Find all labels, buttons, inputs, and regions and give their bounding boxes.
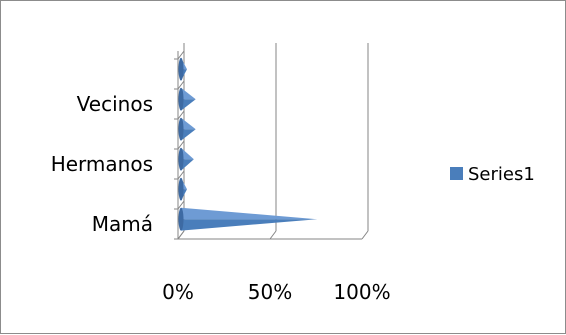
bar-layer bbox=[178, 57, 318, 231]
bar-cone-bottom bbox=[181, 129, 196, 141]
bar-cone-base bbox=[178, 57, 184, 81]
y-axis-depth-tick bbox=[177, 110, 185, 120]
grid-layer bbox=[177, 43, 369, 240]
y-tick-label: Hermanos bbox=[51, 152, 153, 176]
y-axis-depth-tick bbox=[177, 140, 185, 150]
y-axis-depth-tick bbox=[177, 230, 185, 240]
bar-cone bbox=[178, 57, 187, 81]
bar-cone-base bbox=[178, 87, 184, 111]
bar-cone-top bbox=[181, 87, 196, 100]
legend-label: Series1 bbox=[468, 164, 535, 185]
y-axis-depth-tick bbox=[177, 80, 185, 90]
y-tick-label: Vecinos bbox=[77, 92, 153, 116]
legend: Series1 bbox=[450, 164, 535, 185]
y-tick-label: Mamá bbox=[92, 212, 153, 236]
bar-cone bbox=[178, 147, 194, 171]
bar-cone-bottom bbox=[181, 99, 196, 111]
x-tick-label: 50% bbox=[248, 280, 292, 304]
label-layer: Mamá Hermanos Vecinos 0% 50% 100% bbox=[51, 92, 391, 304]
x-tick-label: 100% bbox=[333, 280, 390, 304]
bar-cone bbox=[178, 117, 196, 141]
gridline-floor bbox=[361, 230, 369, 240]
axis-layer bbox=[174, 50, 362, 240]
bar-cone bbox=[178, 207, 318, 231]
bar-cone bbox=[178, 177, 187, 201]
y-axis-depth-tick bbox=[177, 50, 185, 60]
bar-cone-base bbox=[178, 177, 184, 201]
y-axis-depth-tick bbox=[177, 200, 185, 210]
bar-cone-bottom bbox=[181, 159, 194, 171]
bar-cone-base bbox=[178, 207, 184, 231]
y-axis-depth-tick bbox=[177, 170, 185, 180]
legend-swatch bbox=[450, 167, 463, 180]
bar-cone-top bbox=[181, 207, 318, 220]
bar-cone-bottom bbox=[181, 219, 318, 231]
bar-cone-top bbox=[181, 117, 196, 130]
bar-cone-base bbox=[178, 117, 184, 141]
bar-cone-top bbox=[181, 147, 194, 160]
bar-cone-base bbox=[178, 147, 184, 171]
gridline-floor bbox=[269, 230, 277, 240]
bar-cone bbox=[178, 87, 196, 111]
x-tick-label: 0% bbox=[162, 280, 194, 304]
